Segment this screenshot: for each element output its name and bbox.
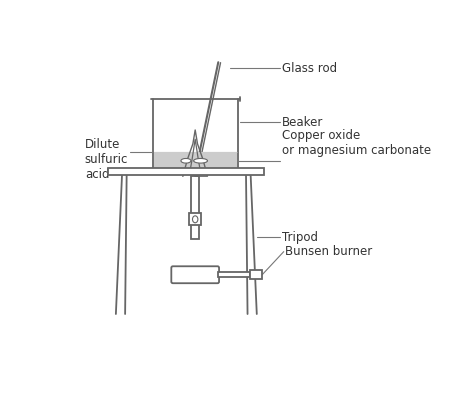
Bar (108, 168, 264, 174)
Text: Tripod: Tripod (282, 231, 318, 243)
FancyBboxPatch shape (171, 266, 219, 283)
Bar (191, 176, 199, 239)
Ellipse shape (181, 158, 191, 163)
Ellipse shape (192, 216, 198, 223)
Bar (250, 270, 262, 278)
Ellipse shape (194, 158, 208, 163)
Bar (154, 152, 237, 168)
Text: Dilute
sulfuric
acid: Dilute sulfuric acid (85, 138, 128, 181)
Text: Beaker: Beaker (282, 116, 324, 129)
Text: Bunsen burner: Bunsen burner (285, 245, 373, 258)
Text: Copper oxide
or magnesium carbonate: Copper oxide or magnesium carbonate (282, 129, 431, 157)
Text: Glass rod: Glass rod (282, 62, 337, 75)
Bar (218, 272, 250, 277)
Bar (189, 213, 201, 225)
